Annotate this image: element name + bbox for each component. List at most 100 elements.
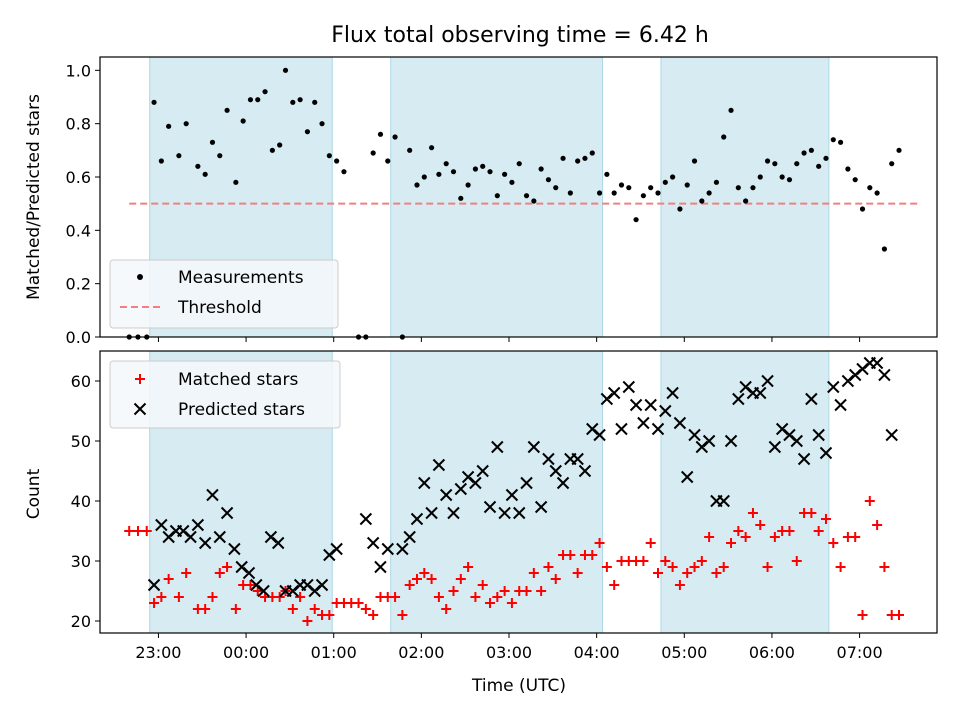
matched-star-point — [726, 538, 737, 548]
matched-star-point — [309, 604, 320, 614]
matched-star-point — [747, 508, 758, 518]
predicted-star-point — [681, 470, 694, 484]
predicted-star-point — [724, 434, 738, 448]
matched-star-point — [360, 604, 371, 614]
matched-star-point — [506, 598, 517, 608]
matched-star-point — [609, 580, 620, 590]
measurement-point — [341, 169, 347, 175]
measurement-point — [640, 193, 646, 199]
predicted-star-point — [439, 488, 453, 502]
matched-star-point — [550, 574, 561, 584]
predicted-star-point — [688, 428, 701, 442]
x-tick-label: 04:00 — [574, 643, 620, 662]
x-tick-label: 02:00 — [398, 643, 444, 662]
predicted-star-point — [805, 392, 818, 406]
matched-star-point — [173, 592, 184, 602]
predicted-star-point — [469, 476, 482, 490]
measurement-point — [443, 161, 449, 167]
measurement-point — [684, 182, 690, 188]
measurement-point — [881, 246, 888, 252]
predicted-star-point — [768, 440, 782, 454]
matched-star-point — [295, 592, 306, 602]
measurement-point — [575, 158, 581, 164]
matched-star-point — [156, 592, 167, 602]
matched-star-point — [404, 580, 415, 590]
measurement-point — [209, 139, 216, 145]
matched-star-point — [674, 580, 685, 590]
predicted-star-point — [381, 542, 394, 556]
top-panel-frame — [99, 56, 938, 338]
x-tick-label: 06:00 — [749, 643, 795, 662]
measurement-point — [604, 171, 610, 177]
measurement-point — [721, 134, 727, 140]
predicted-star-point — [476, 464, 489, 478]
measurement-point — [764, 158, 771, 164]
matched-star-point — [214, 568, 225, 578]
predicted-star-point — [505, 488, 519, 502]
top-y-tick-label: 0.8 — [66, 115, 91, 134]
matched-star-point — [828, 538, 839, 548]
predicted-star-point — [549, 464, 562, 478]
measurement-point — [269, 147, 275, 153]
predicted-star-point — [491, 440, 504, 454]
measurement-point — [633, 217, 639, 223]
predicted-star-point — [447, 506, 460, 520]
measurement-point — [326, 153, 332, 159]
predicted-star-point — [425, 506, 438, 520]
matched-star-point — [528, 568, 539, 578]
matched-star-point — [441, 604, 452, 614]
bottom-y-tick-label: 40 — [71, 492, 91, 511]
measurement-point — [262, 89, 268, 95]
matched-star-point — [587, 550, 598, 560]
matched-star-point — [769, 532, 780, 542]
predicted-star-point — [454, 482, 468, 496]
measurement-point — [516, 161, 522, 167]
predicted-star-point — [242, 566, 256, 580]
legend-threshold-label: Threshold — [177, 298, 262, 318]
legend-matched-marker — [135, 374, 145, 384]
measurement-point — [713, 179, 720, 185]
predicted-star-point — [155, 518, 168, 532]
chart-title: Flux total observing time = 6.42 h — [331, 23, 709, 48]
predicted-star-point — [754, 386, 767, 400]
matched-star-point — [543, 562, 554, 572]
bottom-legend: Matched stars Predicted stars — [109, 360, 341, 429]
matched-star-point — [222, 562, 233, 572]
predicted-star-point — [315, 578, 329, 592]
measurement-point — [290, 99, 296, 105]
predicted-star-point — [418, 476, 431, 490]
measurement-point — [355, 334, 362, 340]
top-y-tick-label: 0.6 — [66, 168, 91, 187]
predicted-star-point — [644, 398, 657, 412]
measurement-point — [428, 145, 435, 151]
matched-star-point — [733, 526, 744, 536]
measurement-point — [414, 182, 420, 188]
matched-star-point — [762, 562, 773, 572]
predicted-star-point — [571, 452, 584, 466]
predicted-star-point — [206, 488, 219, 502]
predicted-star-point — [403, 530, 416, 544]
measurement-point — [183, 121, 189, 127]
measurement-point — [502, 171, 508, 177]
observing-window-band — [660, 56, 830, 338]
measurement-point — [786, 177, 793, 183]
measurement-point — [582, 155, 588, 161]
matched-star-point — [784, 526, 795, 536]
measurement-point — [217, 153, 223, 159]
bottom-y-tick-label: 20 — [71, 612, 91, 631]
predicted-star-point — [761, 374, 774, 388]
predicted-star-point — [615, 422, 628, 436]
predicted-star-point — [498, 506, 511, 520]
predicted-star-point — [732, 392, 745, 406]
measurement-point — [399, 334, 405, 340]
x-tick-label: 00:00 — [223, 643, 269, 662]
matched-star-point — [682, 568, 693, 578]
predicted-star-point — [637, 416, 650, 430]
measurement-point — [691, 158, 698, 164]
matched-stars-series — [124, 496, 905, 626]
matched-star-point — [638, 556, 649, 566]
matched-star-point — [806, 508, 817, 518]
measurement-point — [509, 179, 515, 185]
